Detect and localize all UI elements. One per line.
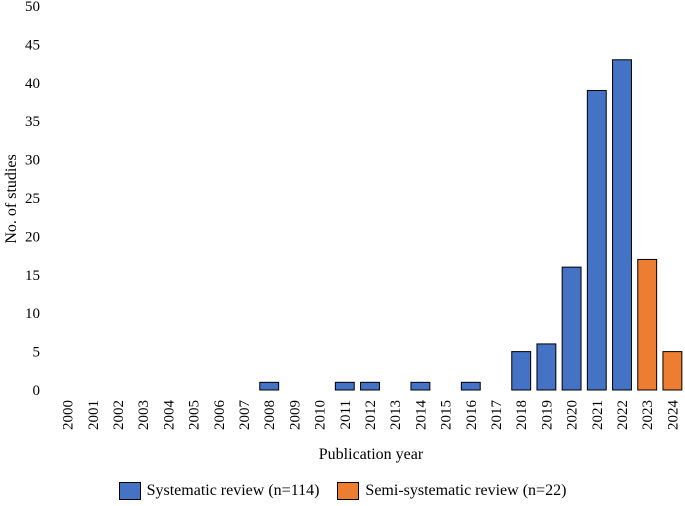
y-axis-title: No. of studies [3,154,20,243]
x-tick-label: 2017 [489,400,505,431]
bar-2008 [259,381,280,391]
x-tick-label: 2012 [363,400,379,430]
y-tick-label: 35 [25,114,40,130]
x-tick-label: 2016 [464,400,480,431]
bar-2020 [561,266,582,391]
x-tick-label: 2001 [86,400,102,430]
x-tick-label: 2007 [237,400,253,431]
x-tick-label: 2010 [313,400,329,430]
x-tick-label: 2004 [161,400,177,431]
x-tick-label: 2014 [413,400,429,431]
y-tick-label: 40 [25,76,40,92]
x-tick-label: 2019 [539,400,555,430]
y-tick-label: 10 [25,306,40,322]
bar-2023 [637,258,658,391]
x-axis-ticks: 2000 2001 2002 2003 2004 2005 2006 2007 2008 2009… [61,400,682,431]
x-tick-label: 2020 [565,400,581,430]
legend-label-systematic: Systematic review (n=114) [146,482,320,499]
legend-label-semi-systematic: Semi-systematic review (n=22) [365,482,567,499]
x-tick-label: 2002 [111,400,127,430]
legend-swatch-semi-systematic [337,482,360,500]
legend: Systematic review (n=114) Semi-systemati… [0,482,685,500]
bar-2014 [410,381,431,391]
x-tick-label: 2005 [187,400,203,430]
y-tick-label: 25 [25,191,40,207]
x-tick-label: 2003 [136,400,152,430]
y-tick-label: 15 [25,268,40,284]
x-tick-label: 2021 [590,400,606,430]
bar-2021 [586,89,607,391]
x-tick-label: 2008 [262,400,278,430]
x-tick-label: 2024 [665,400,681,431]
y-axis-ticks: 0 5 10 15 20 25 30 35 40 45 50 [25,0,40,399]
x-axis-title: Publication year [319,446,424,463]
bar-2019 [536,343,557,391]
x-tick-label: 2009 [287,400,303,430]
y-tick-label: 5 [33,345,41,361]
legend-item-semi-systematic: Semi-systematic review (n=22) [337,482,566,500]
x-tick-label: 2011 [338,400,354,429]
y-tick-label: 50 [25,0,40,15]
legend-item-systematic: Systematic review (n=114) [118,482,320,500]
bar-2018 [511,351,532,391]
x-tick-label: 2023 [640,400,656,430]
bar-2012 [360,381,380,391]
y-tick-label: 0 [33,383,41,399]
bar-2011 [334,381,355,391]
bars [259,59,683,391]
x-tick-label: 2022 [615,400,631,430]
x-tick-label: 2000 [61,400,77,430]
x-tick-label: 2013 [388,400,404,430]
bar-2024 [662,351,683,391]
x-tick-label: 2006 [212,400,228,431]
bar-2022 [612,59,632,391]
y-tick-label: 30 [25,153,40,169]
y-tick-label: 20 [25,229,40,245]
legend-swatch-systematic [118,482,141,500]
x-tick-label: 2018 [514,400,530,430]
x-tick-label: 2015 [439,400,455,430]
y-tick-label: 45 [25,37,40,53]
bar-2016 [460,381,481,391]
